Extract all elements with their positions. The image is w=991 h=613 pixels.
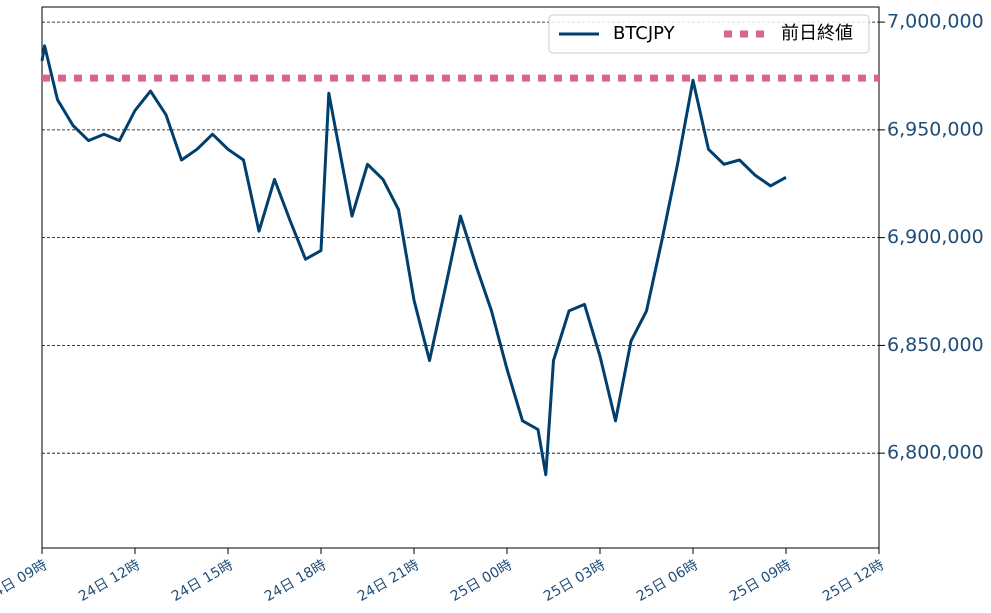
x-tick-label: 24日 15時 xyxy=(169,557,236,605)
legend-box xyxy=(548,14,870,54)
legend-label: BTCJPY xyxy=(613,23,676,44)
plot-frame xyxy=(41,6,880,549)
price-line xyxy=(40,44,787,477)
x-tick-label: 25日 03時 xyxy=(541,557,608,605)
y-tick-label: 6,800,000 xyxy=(887,442,984,464)
x-tick-label: 24日 18時 xyxy=(262,557,329,605)
x-tick-label: 25日 12時 xyxy=(820,557,887,605)
y-tick-label: 6,950,000 xyxy=(887,118,984,140)
x-tick-label: 24日 09時 xyxy=(0,557,50,605)
y-tick-label: 7,000,000 xyxy=(887,11,984,33)
x-tick-label: 24日 12時 xyxy=(76,557,143,605)
x-tick-label: 24日 21時 xyxy=(355,557,422,605)
legend-label: 前日終値 xyxy=(781,23,853,44)
legend: BTCJPY 前日終値 xyxy=(548,14,870,54)
x-tick-label: 25日 06時 xyxy=(634,557,701,605)
x-tick-label: 25日 00時 xyxy=(448,557,515,605)
y-tick-label: 6,900,000 xyxy=(887,226,984,248)
y-tick-label: 6,850,000 xyxy=(887,334,984,356)
x-tick-label: 25日 09時 xyxy=(727,557,794,605)
